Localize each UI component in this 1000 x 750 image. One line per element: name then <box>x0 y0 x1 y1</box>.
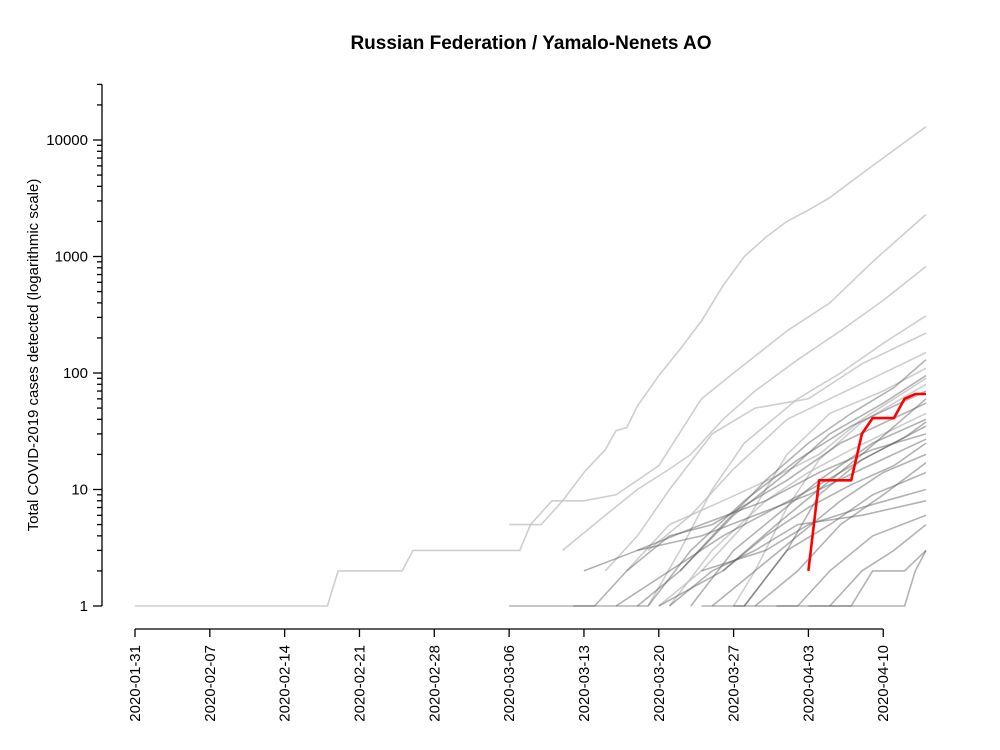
region-series-line <box>604 332 927 572</box>
region-series-line <box>626 377 927 572</box>
region-series-line <box>711 453 927 607</box>
region-series-line <box>668 412 927 607</box>
region-series-line <box>583 433 927 572</box>
x-tick-label: 2020-01-31 <box>127 645 144 722</box>
region-series-line <box>808 550 927 607</box>
x-tick-label: 2020-02-21 <box>351 645 368 722</box>
region-series-line <box>732 383 927 607</box>
region-series-line <box>776 549 927 607</box>
region-series-line <box>615 425 927 607</box>
x-axis: 2020-01-31 2020-02-07 2020-02-14 2020-02-21… <box>127 628 892 722</box>
region-series-line <box>668 500 927 607</box>
region-series-line <box>754 462 927 607</box>
y-tick-label: 1 <box>80 598 88 615</box>
region-series-line <box>658 398 927 607</box>
y-axis: 1 10 100 1000 10000 <box>46 83 103 615</box>
chart-title: Russian Federation / Yamalo-Nenets AO <box>350 33 711 54</box>
region-series-line <box>743 471 927 607</box>
x-tick-label: 2020-03-20 <box>651 645 668 722</box>
region-series-line <box>573 390 927 607</box>
x-tick-label: 2020-02-14 <box>277 645 294 722</box>
y-tick-label: 1000 <box>55 249 88 266</box>
region-series-line <box>509 213 927 526</box>
region-series-line <box>690 418 927 607</box>
series-layer <box>135 126 927 607</box>
x-tick-label: 2020-03-06 <box>501 645 518 722</box>
x-tick-label: 2020-04-10 <box>875 645 892 722</box>
x-tick-label: 2020-03-13 <box>576 645 593 722</box>
region-series-line <box>701 488 927 572</box>
y-tick-label: 10 <box>71 482 88 499</box>
region-series-line <box>509 402 927 607</box>
region-series-line <box>701 421 927 607</box>
highlight-layer <box>807 392 926 572</box>
region-series-line <box>658 367 927 607</box>
y-tick-label: 100 <box>63 365 88 382</box>
region-series-line <box>636 374 927 607</box>
region-series-line <box>679 359 927 572</box>
region-series-line <box>647 315 927 607</box>
highlight-series-line <box>807 392 926 572</box>
region-series-line <box>733 514 927 607</box>
region-series-line <box>562 265 927 552</box>
region-series-line <box>647 351 927 552</box>
y-tick-label: 10000 <box>46 132 88 149</box>
y-axis-label: Total COVID-2019 cases detected (logarit… <box>25 179 42 532</box>
x-tick-label: 2020-02-28 <box>426 645 443 722</box>
x-tick-label: 2020-02-07 <box>202 645 219 722</box>
x-tick-label: 2020-04-03 <box>800 645 817 722</box>
x-tick-label: 2020-03-27 <box>726 645 743 722</box>
region-series-line <box>829 523 927 607</box>
region-series-line <box>135 126 927 607</box>
region-series-line <box>637 438 927 552</box>
region-series-line <box>722 442 927 572</box>
